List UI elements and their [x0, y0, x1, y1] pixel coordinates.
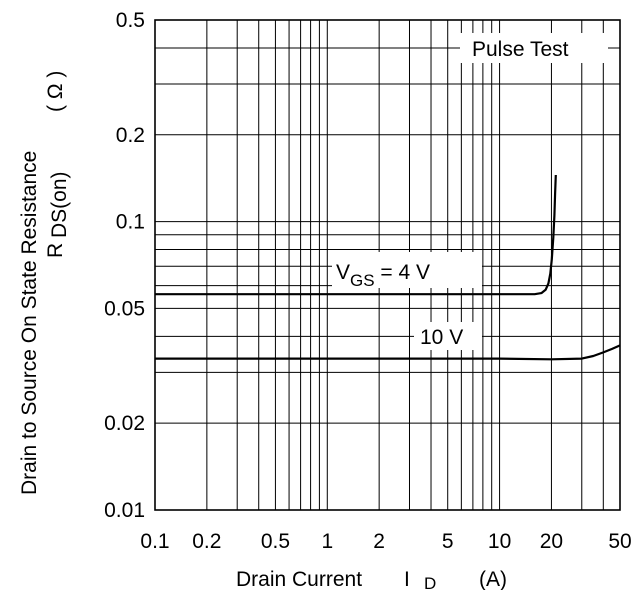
- vgs-4v-label-prefix: V: [336, 261, 350, 284]
- y-axis-title-line2: R DS(on) ( Ω ): [44, 71, 71, 258]
- vgs-10v-label-bg: [414, 322, 482, 350]
- x-tick-label: 0.1: [140, 530, 169, 553]
- y-axis-title-symbol-group: R DS(on) ( Ω ): [44, 71, 71, 258]
- vgs-4v-label-bg: [332, 252, 482, 288]
- series-line-1: [155, 174, 557, 296]
- y-tick-label: 0.05: [104, 297, 145, 320]
- curves: [155, 174, 621, 361]
- series-line-2: [155, 344, 621, 361]
- x-tick-label: 5: [442, 530, 454, 553]
- y-tick-label: 0.2: [116, 124, 145, 147]
- x-axis-title-symbol: I: [404, 568, 410, 590]
- y-axis-title-main: Drain to Source On State Resistance: [18, 151, 41, 495]
- y-axis-title-subscript: DS(on): [48, 171, 71, 238]
- y-tick-label: 0.1: [116, 211, 145, 234]
- vgs-4v-label-suffix: = 4 V: [375, 261, 430, 284]
- x-tick-label: 20: [540, 530, 563, 553]
- plot-frame: [154, 19, 621, 511]
- x-tick-label: 2: [373, 530, 385, 553]
- x-tick-label: 0.2: [192, 530, 221, 553]
- y-tick-label: 0.01: [104, 499, 145, 522]
- y-axis-title-line1: Drain to Source On State Resistance: [18, 151, 41, 495]
- x-tick-label: 0.5: [261, 530, 290, 553]
- x-tick-label: 50: [608, 530, 631, 553]
- pulse-test-label-bg: [460, 33, 608, 63]
- vgs-4v-label-subscript: GS: [350, 271, 375, 290]
- y-axis-title-unit: ( Ω ): [44, 71, 67, 112]
- y-tick-label: 0.02: [104, 412, 145, 435]
- x-axis-title: Drain Current I D (A): [236, 568, 507, 590]
- x-axis-title-main: Drain Current: [236, 568, 362, 590]
- y-tick-label: 0.5: [116, 9, 145, 32]
- x-axis-title-subscript: D: [424, 574, 436, 590]
- annotations: Pulse Test VGS = 4 V 10 V: [332, 33, 608, 350]
- x-axis-title-unit: (A): [479, 568, 507, 590]
- pulse-test-label: Pulse Test: [472, 38, 569, 61]
- vgs-4v-label: VGS = 4 V: [336, 261, 430, 290]
- tick-labels: 0.1 0.2 0.5 1 2 5 10 20 50 0.01 0.02 0.05 0.1 0.2 0.5: [104, 9, 632, 553]
- vgs-10v-label: 10 V: [420, 326, 463, 349]
- x-tick-label: 1: [321, 530, 333, 553]
- y-axis-title-symbol: R: [44, 243, 67, 258]
- x-tick-label: 10: [488, 530, 511, 553]
